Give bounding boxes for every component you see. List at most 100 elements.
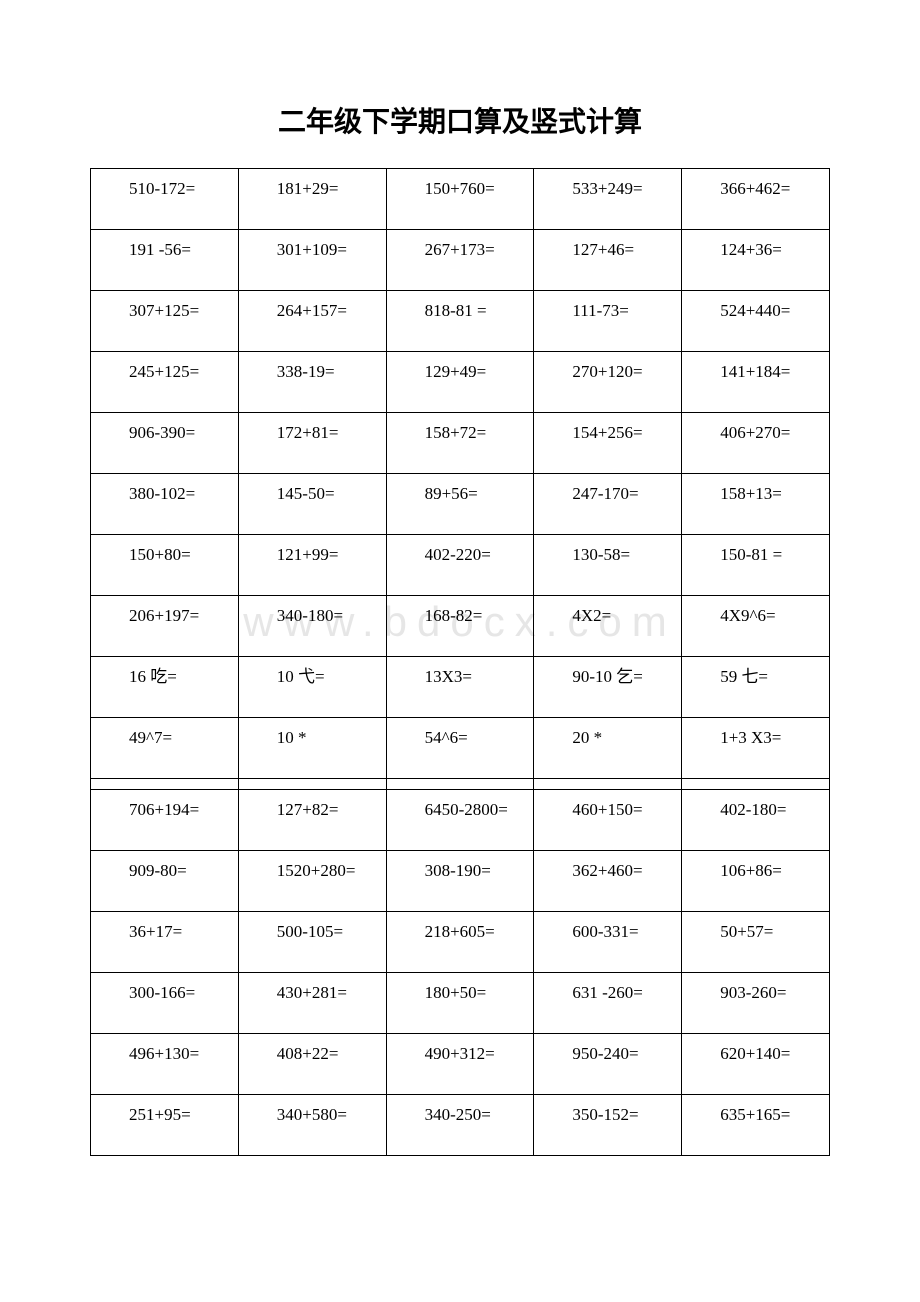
math-table-body: 510-172=181+29=150+760=533+249=366+462=1…	[91, 169, 830, 1156]
table-cell: 635+165=	[682, 1095, 830, 1156]
table-cell: 172+81=	[238, 413, 386, 474]
table-cell: 408+22=	[238, 1034, 386, 1095]
table-cell: 127+46=	[534, 230, 682, 291]
table-cell: 818-81 =	[386, 291, 534, 352]
table-cell: 631 -260=	[534, 973, 682, 1034]
table-cell: 251+95=	[91, 1095, 239, 1156]
table-cell: 247-170=	[534, 474, 682, 535]
table-cell: 6450-2800=	[386, 790, 534, 851]
table-cell: 4X2=	[534, 596, 682, 657]
table-cell: 16 吃=	[91, 657, 239, 718]
table-row	[91, 779, 830, 790]
table-row: 510-172=181+29=150+760=533+249=366+462=	[91, 169, 830, 230]
table-cell: 1+3 X3=	[682, 718, 830, 779]
table-cell: 338-19=	[238, 352, 386, 413]
table-cell: 150+80=	[91, 535, 239, 596]
table-cell: 10 弋=	[238, 657, 386, 718]
table-cell: 154+256=	[534, 413, 682, 474]
table-cell: 264+157=	[238, 291, 386, 352]
table-cell: 362+460=	[534, 851, 682, 912]
table-cell: 130-58=	[534, 535, 682, 596]
table-cell: 402-180=	[682, 790, 830, 851]
table-cell: 20 *	[534, 718, 682, 779]
table-cell: 301+109=	[238, 230, 386, 291]
table-cell: 127+82=	[238, 790, 386, 851]
table-row: 909-80=1520+280=308-190=362+460=106+86=	[91, 851, 830, 912]
table-cell: 150+760=	[386, 169, 534, 230]
table-cell: 510-172=	[91, 169, 239, 230]
table-cell: 524+440=	[682, 291, 830, 352]
table-cell: 106+86=	[682, 851, 830, 912]
table-cell: 267+173=	[386, 230, 534, 291]
table-cell: 350-152=	[534, 1095, 682, 1156]
table-cell: 124+36=	[682, 230, 830, 291]
table-cell: 150-81 =	[682, 535, 830, 596]
table-cell: 600-331=	[534, 912, 682, 973]
table-cell: 121+99=	[238, 535, 386, 596]
math-table: 510-172=181+29=150+760=533+249=366+462=1…	[90, 168, 830, 1156]
table-cell: 950-240=	[534, 1034, 682, 1095]
table-row: 251+95=340+580=340-250=350-152=635+165=	[91, 1095, 830, 1156]
table-row: 496+130=408+22=490+312=950-240=620+140=	[91, 1034, 830, 1095]
table-cell: 500-105=	[238, 912, 386, 973]
page-container: www.bdocx.com 二年级下学期口算及竖式计算 510-172=181+…	[0, 0, 920, 1216]
table-cell: 402-220=	[386, 535, 534, 596]
table-row: 206+197=340-180=168-82=4X2=4X9^6=	[91, 596, 830, 657]
table-cell: 54^6=	[386, 718, 534, 779]
table-cell: 129+49=	[386, 352, 534, 413]
table-cell: 460+150=	[534, 790, 682, 851]
table-cell: 307+125=	[91, 291, 239, 352]
table-cell: 380-102=	[91, 474, 239, 535]
table-cell: 706+194=	[91, 790, 239, 851]
table-row: 150+80=121+99=402-220=130-58=150-81 =	[91, 535, 830, 596]
table-row: 380-102=145-50=89+56=247-170=158+13=	[91, 474, 830, 535]
table-cell: 406+270=	[682, 413, 830, 474]
table-cell: 50+57=	[682, 912, 830, 973]
table-cell: 533+249=	[534, 169, 682, 230]
table-row: 245+125=338-19=129+49=270+120=141+184=	[91, 352, 830, 413]
table-cell: 496+130=	[91, 1034, 239, 1095]
table-row: 906-390=172+81=158+72=154+256=406+270=	[91, 413, 830, 474]
table-cell	[91, 779, 239, 790]
table-cell: 1520+280=	[238, 851, 386, 912]
table-cell: 13X3=	[386, 657, 534, 718]
table-row: 49^7=10 *54^6=20 *1+3 X3=	[91, 718, 830, 779]
table-cell: 340+580=	[238, 1095, 386, 1156]
table-cell: 906-390=	[91, 413, 239, 474]
table-cell: 909-80=	[91, 851, 239, 912]
table-cell	[386, 779, 534, 790]
table-cell: 270+120=	[534, 352, 682, 413]
table-cell: 180+50=	[386, 973, 534, 1034]
table-cell: 90-10 乞=	[534, 657, 682, 718]
table-cell: 49^7=	[91, 718, 239, 779]
table-cell: 191 -56=	[91, 230, 239, 291]
table-cell: 308-190=	[386, 851, 534, 912]
table-cell: 111-73=	[534, 291, 682, 352]
table-cell: 340-180=	[238, 596, 386, 657]
table-row: 300-166=430+281=180+50=631 -260=903-260=	[91, 973, 830, 1034]
table-cell: 366+462=	[682, 169, 830, 230]
table-cell: 903-260=	[682, 973, 830, 1034]
table-cell: 158+13=	[682, 474, 830, 535]
table-cell: 620+140=	[682, 1034, 830, 1095]
table-cell: 168-82=	[386, 596, 534, 657]
table-row: 307+125=264+157=818-81 =111-73=524+440=	[91, 291, 830, 352]
table-cell: 10 *	[238, 718, 386, 779]
table-row: 191 -56=301+109=267+173=127+46=124+36=	[91, 230, 830, 291]
table-cell	[534, 779, 682, 790]
table-cell: 245+125=	[91, 352, 239, 413]
table-cell: 36+17=	[91, 912, 239, 973]
table-cell	[682, 779, 830, 790]
table-cell: 141+184=	[682, 352, 830, 413]
table-cell: 89+56=	[386, 474, 534, 535]
table-cell: 145-50=	[238, 474, 386, 535]
table-cell: 59 七=	[682, 657, 830, 718]
table-cell: 206+197=	[91, 596, 239, 657]
table-cell: 4X9^6=	[682, 596, 830, 657]
table-cell: 181+29=	[238, 169, 386, 230]
table-cell	[238, 779, 386, 790]
table-row: 706+194=127+82=6450-2800=460+150=402-180…	[91, 790, 830, 851]
table-row: 36+17=500-105=218+605=600-331=50+57=	[91, 912, 830, 973]
table-cell: 300-166=	[91, 973, 239, 1034]
table-cell: 490+312=	[386, 1034, 534, 1095]
